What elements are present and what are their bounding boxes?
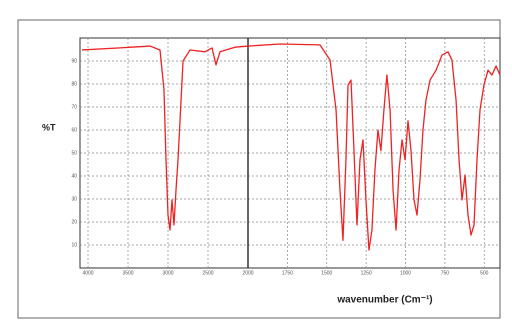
y-axis-label: %T [42, 122, 56, 132]
y-tick-label: 80 [71, 81, 77, 87]
x-tick-label: 750 [441, 270, 450, 276]
x-tick-label: 3000 [162, 270, 173, 276]
y-tick-label: 60 [71, 127, 77, 133]
x-tick-label: 3500 [122, 270, 133, 276]
x-tick-label: 2500 [202, 270, 213, 276]
y-tick-label: 70 [71, 104, 77, 110]
x-tick-label: 1500 [321, 270, 332, 276]
y-tick-label: 10 [71, 242, 77, 248]
x-tick-label: 2000 [242, 270, 253, 276]
y-tick-label: 30 [71, 196, 77, 202]
x-tick-label: 1000 [400, 270, 411, 276]
y-tick-label: 40 [71, 173, 77, 179]
x-axis-label: wavenumber (Cm⁻¹) [336, 295, 432, 306]
y-tick-label: 50 [71, 150, 77, 156]
y-tick-label: 90 [71, 58, 77, 64]
x-tick-label: 4000 [82, 270, 93, 276]
x-tick-label: 1750 [282, 270, 293, 276]
x-tick-label: 1250 [361, 270, 372, 276]
y-tick-label: 20 [71, 219, 77, 225]
spectrum-line [81, 43, 501, 251]
x-tick-label: 500 [480, 270, 489, 276]
